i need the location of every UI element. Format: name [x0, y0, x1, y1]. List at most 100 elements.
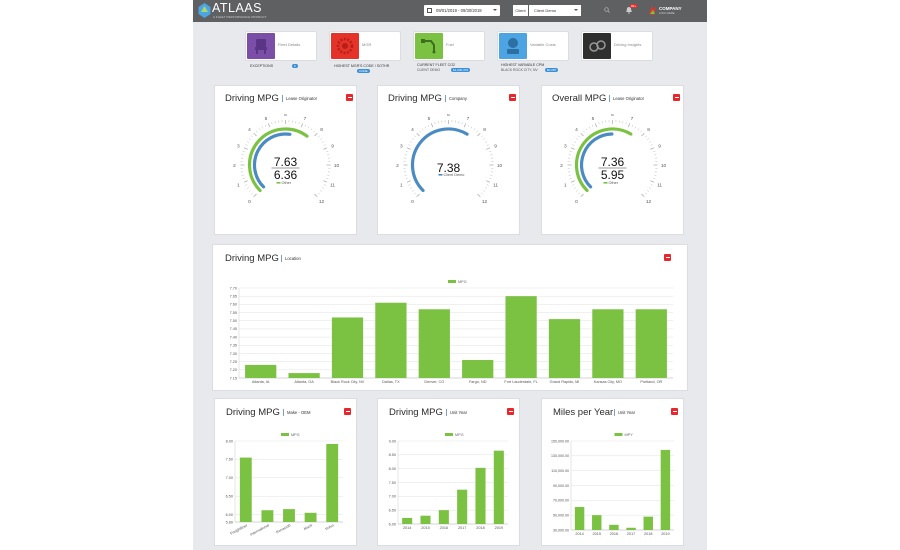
bar[interactable]	[418, 309, 450, 378]
gauge-tick	[489, 178, 492, 180]
collapse-button[interactable]	[344, 408, 351, 415]
card-miles-per-year: Miles per Year Unit Year MPY 30,000.00 50,…	[541, 398, 684, 546]
logo-text[interactable]: ATLAAS	[212, 1, 263, 15]
x-tick-label: 2015	[421, 526, 429, 530]
gauge-value-secondary: 5.95	[601, 168, 625, 182]
gauge-tick	[304, 124, 307, 127]
gauge-value-primary: 7.36	[601, 155, 625, 169]
gauge-tick	[245, 184, 248, 186]
bar[interactable]	[462, 360, 494, 378]
bar[interactable]	[457, 489, 468, 524]
bar[interactable]	[288, 373, 320, 378]
bar[interactable]	[609, 524, 619, 530]
gauge-tick	[481, 135, 483, 138]
collapse-button[interactable]	[509, 94, 516, 101]
x-tick-label: Portland, OR	[640, 380, 662, 384]
gauge-tick-label: 10	[497, 163, 503, 169]
gauge-tick	[251, 192, 253, 195]
gauge-tick	[461, 122, 463, 125]
tile-fleet-details[interactable]: Fleet Details	[245, 31, 317, 61]
bar[interactable]	[261, 510, 274, 522]
gauge-tick	[486, 180, 491, 183]
gauge-tick	[268, 123, 271, 128]
tile-fuel[interactable]: Fuel	[413, 31, 485, 61]
tile-variable-costs[interactable]: Variable Costs	[497, 31, 569, 61]
x-tick-label: 2016	[440, 526, 448, 530]
gauge-value-primary: 7.38	[437, 161, 461, 175]
gauge-tick	[463, 123, 466, 128]
gauge-tick	[591, 124, 594, 127]
gauge-tick	[298, 122, 300, 125]
gauge-tick	[470, 126, 473, 129]
gauge-tick	[486, 144, 489, 146]
gauge-tick	[405, 150, 408, 152]
gauge-tick-label: 9	[494, 143, 497, 149]
card-title: Driving MPG	[388, 93, 442, 104]
gauge-tick	[414, 192, 416, 195]
card-subtitle: Lease Originator	[282, 95, 317, 102]
collapse-button[interactable]	[507, 408, 514, 415]
x-tick-label: Kansas City, MO	[594, 380, 622, 384]
gauge-legend-swatch	[438, 174, 443, 176]
gauge-tick	[634, 126, 637, 129]
bar[interactable]	[239, 457, 252, 522]
bar[interactable]	[304, 512, 317, 522]
tile-mgr[interactable]: MGR	[329, 31, 401, 61]
gauge-tick-label: 0	[248, 199, 251, 205]
gauge-tick	[477, 193, 481, 198]
gauge-tick	[627, 123, 630, 128]
collapse-button[interactable]	[346, 94, 353, 101]
gauge-tick-label: 11	[493, 183, 498, 189]
gauge-tick	[261, 126, 264, 129]
search-icon[interactable]	[604, 7, 610, 13]
collapse-button[interactable]	[671, 408, 678, 415]
gauge-tick-label: 6	[611, 114, 614, 118]
bar[interactable]	[548, 319, 581, 378]
bar[interactable]	[626, 527, 636, 530]
bar[interactable]	[635, 309, 667, 378]
bar[interactable]	[331, 317, 364, 378]
gauge-tick-label: 8	[320, 127, 323, 133]
bar[interactable]	[493, 450, 504, 524]
gauge-tick-label: 4	[411, 127, 414, 133]
y-tick-label: 7.15	[230, 376, 237, 380]
tile-label: Fuel	[446, 42, 454, 47]
legend-swatch	[448, 280, 456, 283]
bar[interactable]	[326, 443, 339, 522]
gauge-tick	[486, 184, 489, 186]
bar[interactable]	[574, 507, 585, 530]
gauge-tick	[641, 193, 645, 198]
bar[interactable]	[475, 467, 486, 524]
bar[interactable]	[420, 515, 431, 524]
bar[interactable]	[505, 296, 537, 378]
gauge-tick	[641, 132, 645, 137]
date-range-picker[interactable]: 09/01/2019 - 09/30/2019	[424, 5, 500, 16]
collapse-button[interactable]	[664, 254, 671, 261]
bar[interactable]	[283, 509, 295, 522]
gauge-tick-label: 1	[237, 183, 240, 189]
collapse-button[interactable]	[673, 94, 680, 101]
y-tick-label: 110,000.00	[551, 469, 569, 473]
gauge-tick-label: 1	[564, 183, 567, 189]
gauge-tick	[322, 187, 324, 189]
gauge-tick	[483, 190, 486, 192]
bar-chart: MPY 30,000.00 50,000.00 70,000.00 90,000.00 1…	[551, 433, 674, 536]
bar[interactable]	[592, 309, 624, 378]
gauge-tick	[245, 144, 248, 146]
client-select[interactable]: Client Demo	[529, 5, 581, 16]
bell-icon[interactable]	[625, 6, 633, 14]
card-title: Overall MPG	[552, 93, 607, 104]
bar[interactable]	[592, 515, 602, 530]
gauge-tick	[313, 130, 315, 133]
bar[interactable]	[643, 516, 653, 530]
gauge-tick-label: 11	[657, 183, 662, 189]
gauge-tick	[489, 150, 492, 152]
bar[interactable]	[660, 449, 671, 530]
tile-driving-insights[interactable]: Driving Insights	[581, 31, 653, 61]
gauge-tick	[248, 190, 251, 192]
bar[interactable]	[245, 364, 277, 378]
bar[interactable]	[402, 517, 413, 524]
bar[interactable]	[375, 302, 407, 378]
bar[interactable]	[438, 510, 449, 524]
